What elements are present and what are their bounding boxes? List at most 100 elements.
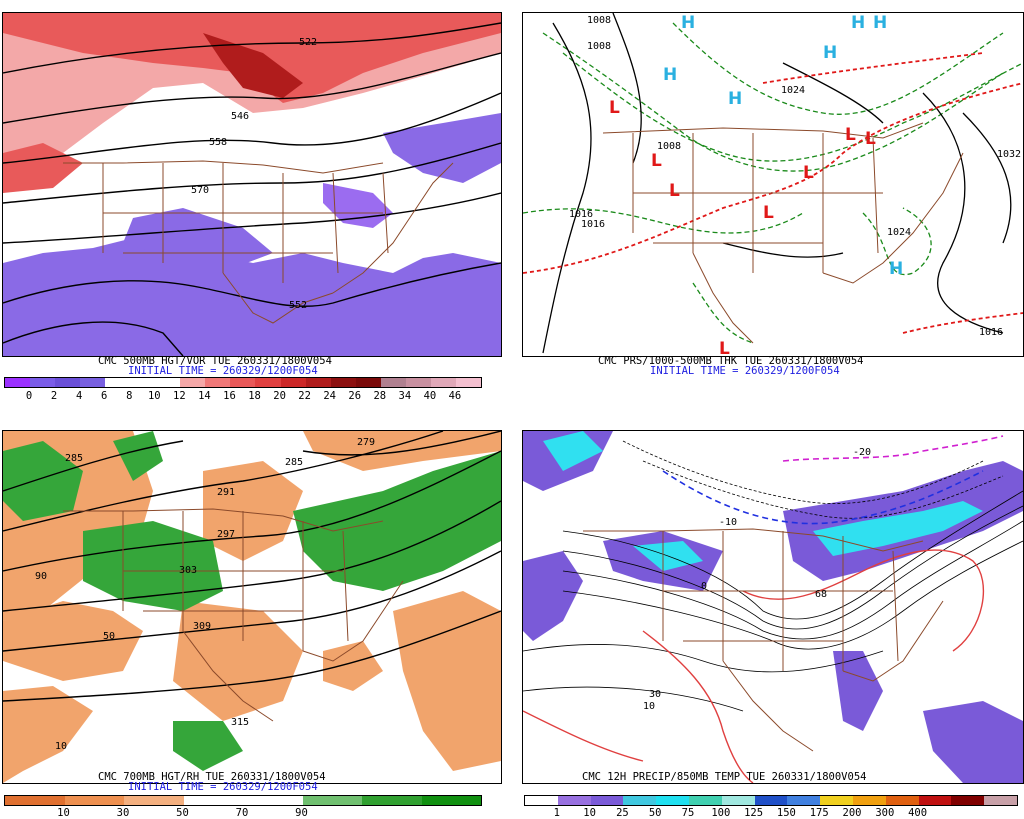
color-swatch xyxy=(362,796,422,805)
map-precip: -20 -10 0 10 68 30 xyxy=(522,430,1024,784)
low-pressure-marker: L xyxy=(651,151,662,171)
low-pressure-marker: L xyxy=(845,125,856,145)
isobar-label: 1016 xyxy=(581,219,606,230)
color-swatch xyxy=(280,378,306,387)
color-swatch xyxy=(754,796,788,805)
color-swatch xyxy=(30,378,56,387)
isobar-label: 1008 xyxy=(657,141,682,152)
initial-time: INITIAL TIME = 260329/1200F054 xyxy=(650,365,840,377)
contour-label: 315 xyxy=(231,717,250,728)
isobar-label: 1016 xyxy=(569,209,594,220)
color-swatch xyxy=(205,378,231,387)
contour-label: 50 xyxy=(103,631,116,642)
high-pressure-marker: H xyxy=(823,43,838,63)
color-swatch xyxy=(80,378,106,387)
isotherm-label: 68 xyxy=(815,589,828,600)
color-scale-tick-label: 28 xyxy=(373,390,387,402)
low-pressure-marker: L xyxy=(669,181,680,201)
color-scale-tick-label: 46 xyxy=(448,390,462,402)
color-swatch xyxy=(623,796,657,805)
map-700mb: 285 279 285 291 297 303 309 315 10 50 90 xyxy=(2,430,502,784)
color-swatch xyxy=(557,796,591,805)
color-scale-tick-label: 1 xyxy=(553,807,560,819)
color-scale-bar xyxy=(4,795,482,806)
isotherm-label: 0 xyxy=(701,581,708,592)
isotherm-label: -20 xyxy=(853,447,872,458)
isobar-label: 1016 xyxy=(979,327,1004,338)
color-scale-tick-label: 200 xyxy=(842,807,862,819)
isotherm-label: -10 xyxy=(719,517,738,528)
color-scale-tick-label: 8 xyxy=(126,390,133,402)
color-swatch xyxy=(405,378,431,387)
panel-700mb-hgt-rh: 285 279 285 291 297 303 309 315 10 50 90… xyxy=(0,410,512,819)
color-scale-tick-label: 20 xyxy=(273,390,286,402)
color-swatch xyxy=(421,796,481,805)
high-pressure-marker: H xyxy=(728,89,743,109)
color-scale-ticks: 0 2 4 6 8 10 12 14 16 18 20 22 24 26 28 34 40 46 xyxy=(4,390,480,404)
color-scale-bar xyxy=(4,377,482,388)
low-pressure-marker: L xyxy=(719,339,730,357)
color-swatch xyxy=(820,796,853,805)
color-scale-tick-label: 90 xyxy=(295,807,308,819)
color-scale-tick-label: 10 xyxy=(147,390,161,402)
color-scale-tick-label: 30 xyxy=(116,807,130,819)
contour-label: 291 xyxy=(217,487,236,498)
panel-pressure-thickness: H H H H H H H L L L L L L L L 1008 1008 … xyxy=(512,0,1024,410)
color-swatch xyxy=(330,378,356,387)
color-swatch xyxy=(305,378,331,387)
color-scale-ticks: 1 10 25 50 75 100 125 150 175 200 300 400 xyxy=(524,807,1016,819)
color-swatch xyxy=(124,796,184,805)
contour-label: 570 xyxy=(191,185,210,196)
color-scale-tick-label: 12 xyxy=(173,390,186,402)
panel-precip-850mb-temp: -20 -10 0 10 68 30 CMC 12H PRECIP/850MB … xyxy=(512,410,1024,819)
contour-label: 522 xyxy=(299,37,318,48)
color-scale-tick-label: 6 xyxy=(101,390,108,402)
panel-500mb-hgt-vor: 522 546 558 570 552 CMC 500MB HGT/VOR TU… xyxy=(0,0,512,410)
low-pressure-marker: L xyxy=(763,203,774,223)
color-swatch xyxy=(183,796,243,805)
color-scale-tick-label: 24 xyxy=(323,390,336,402)
color-swatch xyxy=(918,796,952,805)
contour-label: 279 xyxy=(357,437,376,448)
color-swatch xyxy=(64,796,124,805)
high-pressure-marker: H xyxy=(681,13,696,33)
high-pressure-marker: H xyxy=(851,13,866,33)
color-swatch xyxy=(230,378,256,387)
color-swatch xyxy=(688,796,722,805)
color-swatch xyxy=(255,378,281,387)
color-swatch xyxy=(55,378,81,387)
high-pressure-marker: H xyxy=(889,259,904,279)
color-scale-tick-label: 125 xyxy=(744,807,764,819)
map-title: CMC 12H PRECIP/850MB TEMP TUE 260331/180… xyxy=(582,771,867,783)
color-swatch xyxy=(656,796,689,805)
isobar-label: 1008 xyxy=(587,41,612,52)
color-swatch xyxy=(951,796,985,805)
color-swatch xyxy=(302,796,362,805)
isobar-label: 1008 xyxy=(587,15,612,26)
color-scale-tick-label: 34 xyxy=(398,390,412,402)
contour-label: 90 xyxy=(35,571,48,582)
high-pressure-marker: H xyxy=(873,13,888,33)
color-scale-tick-label: 0 xyxy=(25,390,33,402)
contour-label: 546 xyxy=(231,111,250,122)
map-title: CMC PRS/1000-500MB THK TUE 260331/1800V0… xyxy=(598,355,864,367)
contour-label: 558 xyxy=(209,137,228,148)
color-scale-tick-label: 14 xyxy=(198,390,211,402)
color-scale-ticks: 10 30 50 70 90 xyxy=(4,807,480,819)
color-swatch xyxy=(885,796,919,805)
color-swatch xyxy=(155,378,181,387)
map-title: CMC 700MB HGT/RH TUE 260331/1800V054 xyxy=(98,771,326,783)
color-swatch xyxy=(525,796,558,805)
color-swatch xyxy=(984,796,1017,805)
color-swatch xyxy=(130,378,156,387)
contour-label: 552 xyxy=(289,300,308,311)
low-pressure-marker: L xyxy=(803,163,814,183)
color-scale-tick-label: 175 xyxy=(809,807,829,819)
color-scale-tick-label: 50 xyxy=(176,807,189,819)
initial-time: INITIAL TIME = 260329/1200F054 xyxy=(128,365,318,377)
map-pressure: H H H H H H H L L L L L L L L 1008 1008 … xyxy=(522,12,1024,357)
color-scale-tick-label: 70 xyxy=(235,807,249,819)
color-scale-tick-label: 4 xyxy=(75,390,83,402)
color-scale-tick-label: 10 xyxy=(57,807,70,819)
color-scale-tick-label: 100 xyxy=(711,807,731,819)
